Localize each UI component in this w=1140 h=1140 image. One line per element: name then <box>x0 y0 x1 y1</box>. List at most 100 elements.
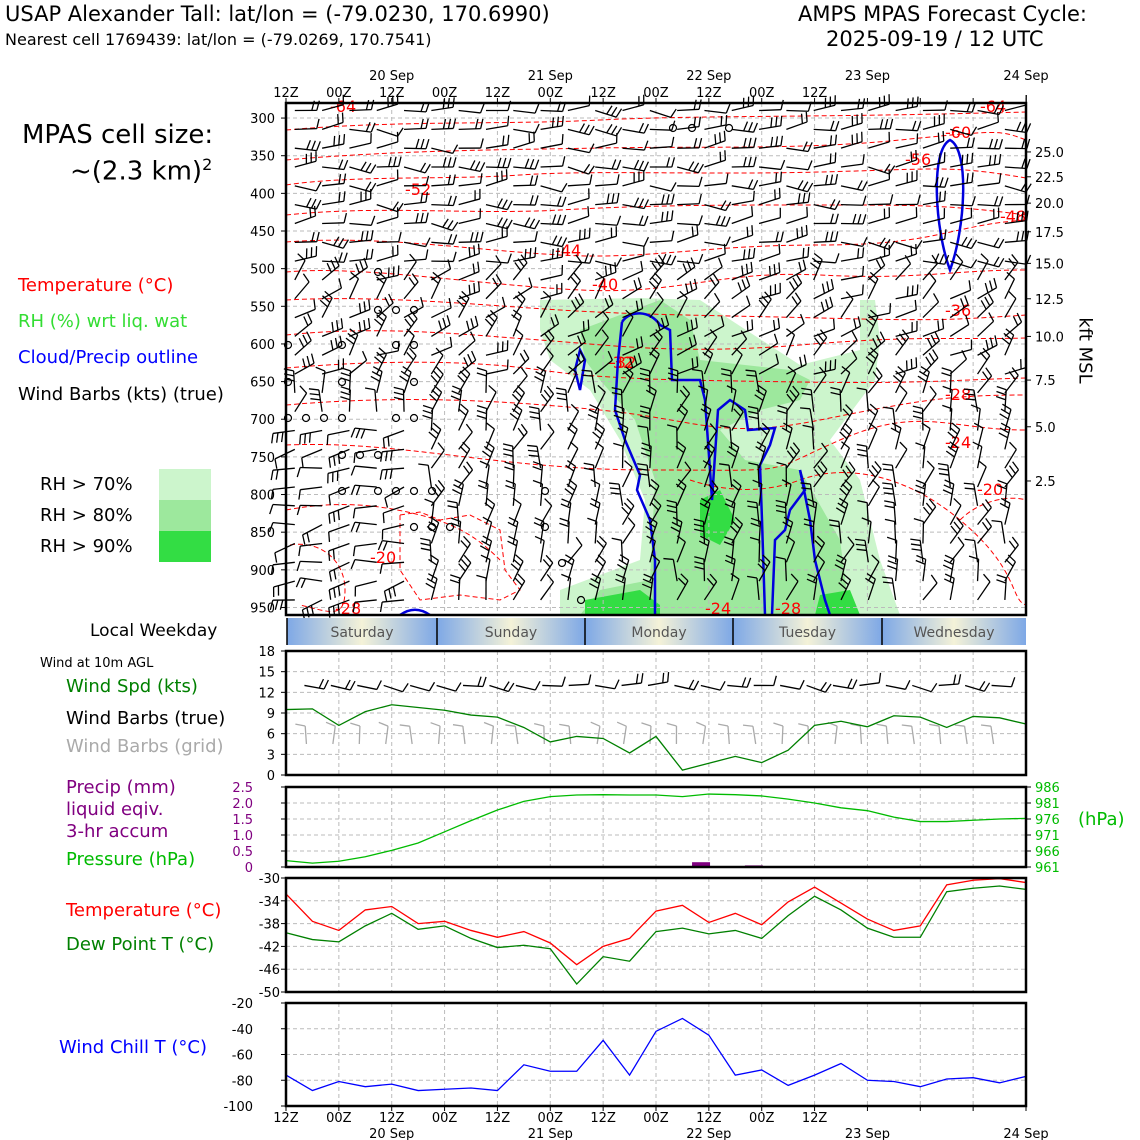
wind-barb-flag <box>651 554 661 562</box>
wind-barb-flag <box>365 121 371 132</box>
wind-barb-flag <box>865 577 875 585</box>
wind-barb <box>758 483 763 506</box>
wind-barb-flag <box>624 460 633 468</box>
wind-barb-flag <box>1009 441 1017 450</box>
dewpoint-label: Dew Point T (°C) <box>66 934 215 955</box>
wind-barb <box>704 159 726 168</box>
wind-barb-flag <box>590 721 601 727</box>
wind-barb <box>458 577 461 600</box>
wind-barb-flag <box>399 375 409 383</box>
wind-barb-flag <box>932 293 940 303</box>
wind-barb-flag <box>869 403 879 412</box>
wind-barb <box>701 370 706 393</box>
wind-barb <box>458 543 471 563</box>
wind-barb <box>595 260 617 267</box>
wind-barb <box>321 121 344 130</box>
wind-barb <box>922 280 937 300</box>
wind-barb-flag <box>667 377 678 382</box>
wind-barb-flag <box>734 516 743 525</box>
wind-barb-flag <box>1026 138 1031 149</box>
wind-barb-flag <box>378 309 387 318</box>
wind-barb-flag <box>915 559 926 565</box>
wind-barb <box>977 260 999 268</box>
wind-barb-flag <box>480 554 491 561</box>
wind-barb-flag <box>561 196 567 207</box>
wind-barb-flag <box>698 116 702 127</box>
wind-barb-flag <box>688 161 695 171</box>
wind-barb-flag <box>795 273 803 284</box>
wind-barb-flag <box>841 365 851 374</box>
height-tick-label: 12.5 <box>1035 293 1064 308</box>
wind-barb <box>840 185 863 192</box>
wind-barb-flag <box>393 386 404 391</box>
wind-barb-flag <box>904 680 911 690</box>
wind-barb <box>895 293 918 300</box>
wind-barb-flag <box>876 723 887 727</box>
wind-barb-flag <box>799 313 805 324</box>
wind-barb-flag <box>302 534 306 545</box>
wind-barb-flag <box>505 724 516 727</box>
wind-barb-flag <box>574 296 581 307</box>
wind-barb <box>300 560 323 563</box>
wind-barb <box>675 502 678 525</box>
wind-barb-flag <box>280 432 284 443</box>
wind-barb-flag <box>372 366 383 373</box>
wind-barb-flag <box>479 162 486 172</box>
wind-barb <box>512 561 524 582</box>
wind-barb-flag <box>805 224 808 236</box>
wind-barb <box>328 542 350 552</box>
wind-barb-flag <box>829 524 840 528</box>
wind-barb <box>567 215 589 225</box>
pressure-tick-label: 971 <box>1035 829 1060 844</box>
wind-barb <box>977 216 999 225</box>
wind-barb-flag <box>825 299 829 310</box>
wind-barb-flag <box>422 414 433 420</box>
wind-barb-flag <box>402 682 409 693</box>
wind-barb-flag <box>442 218 449 228</box>
wind-barb-flag <box>1005 558 1014 567</box>
wind-barb <box>403 306 424 319</box>
wind-barb <box>403 201 426 206</box>
wind-barb-flag <box>506 359 509 370</box>
wind-barb-flag <box>957 536 965 546</box>
wind-barb-flag <box>528 454 539 457</box>
wind-barb-flag <box>529 416 540 420</box>
height-tick-label: 10.0 <box>1035 330 1064 345</box>
wind-barb-flag <box>801 392 812 396</box>
calm-circle <box>540 486 550 496</box>
wind-barb-flag <box>467 353 473 364</box>
wind-barb <box>458 389 463 412</box>
wind-barb-flag <box>514 328 524 336</box>
wind-barb-flag <box>726 450 736 458</box>
wind-barb-flag <box>867 351 877 360</box>
wind-barb <box>382 599 405 603</box>
wind-barb <box>840 486 853 507</box>
wind-barb-flag <box>666 504 677 509</box>
wind-barb-flag <box>616 159 622 170</box>
wind-barb-flag <box>502 443 513 447</box>
wind-barb <box>437 726 441 745</box>
wind-barb <box>949 358 967 375</box>
wind-barb <box>430 560 440 582</box>
wind-barb <box>840 447 850 469</box>
bottom-time-label: 00Z <box>749 1111 775 1126</box>
wind-barb <box>813 104 836 112</box>
wind-tick-label: 9 <box>267 707 275 722</box>
wind-barb <box>354 448 377 454</box>
wind-barb-flag <box>360 161 367 171</box>
wind-barb-flag <box>915 442 926 447</box>
wind-barb-flag <box>483 721 494 727</box>
pressure-tick-label: 800 <box>250 489 275 504</box>
wind-barb <box>730 370 733 393</box>
wind-barb-flag <box>517 427 525 437</box>
wind-barb <box>949 323 970 337</box>
wind-barb-flag <box>370 230 374 241</box>
wind-barb-flag <box>460 540 469 549</box>
wind-barb-flag <box>473 245 476 256</box>
wind-barb-flag <box>575 254 583 264</box>
wind-barb-flag <box>323 679 329 690</box>
wind-barb-flag <box>889 303 892 314</box>
wind-barb-flag <box>856 443 867 447</box>
wind-barb-flag <box>803 354 807 365</box>
wind-barb <box>731 559 736 582</box>
